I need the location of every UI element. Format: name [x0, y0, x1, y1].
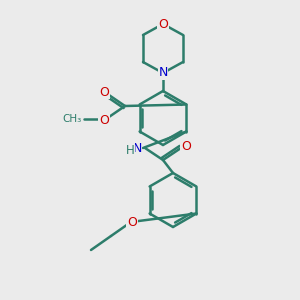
Text: O: O: [181, 140, 191, 152]
Text: O: O: [99, 113, 109, 127]
Text: O: O: [99, 85, 109, 98]
Text: N: N: [158, 67, 168, 80]
Text: O: O: [158, 17, 168, 31]
Text: CH₃: CH₃: [63, 114, 82, 124]
Text: O: O: [127, 217, 137, 230]
Text: N: N: [132, 142, 142, 155]
Text: H: H: [126, 143, 134, 157]
